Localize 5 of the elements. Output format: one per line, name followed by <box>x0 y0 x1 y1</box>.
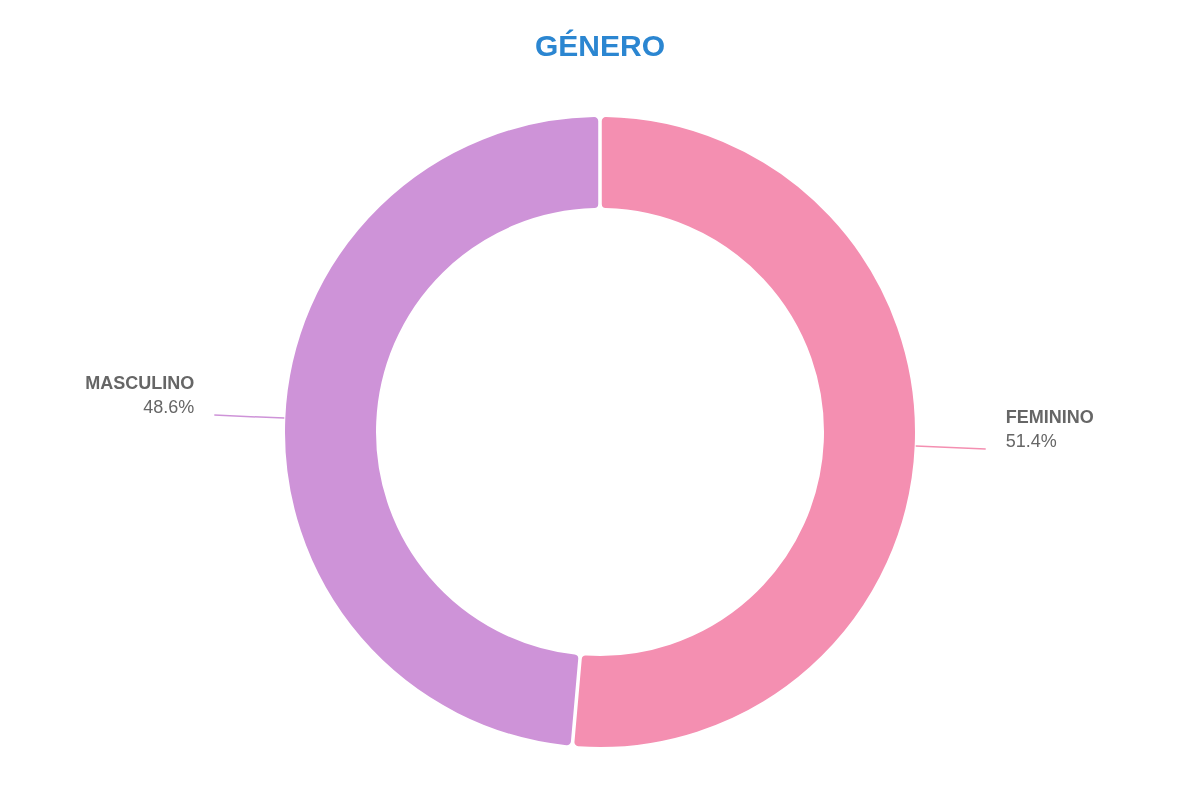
data-label: 51.4% <box>1005 430 1057 451</box>
chart-title: GÉNERO <box>534 29 666 62</box>
slice-label: MASCULINO <box>85 373 195 394</box>
slice-label: FEMININO <box>1005 406 1094 427</box>
data-label: 48.6% <box>143 397 195 418</box>
